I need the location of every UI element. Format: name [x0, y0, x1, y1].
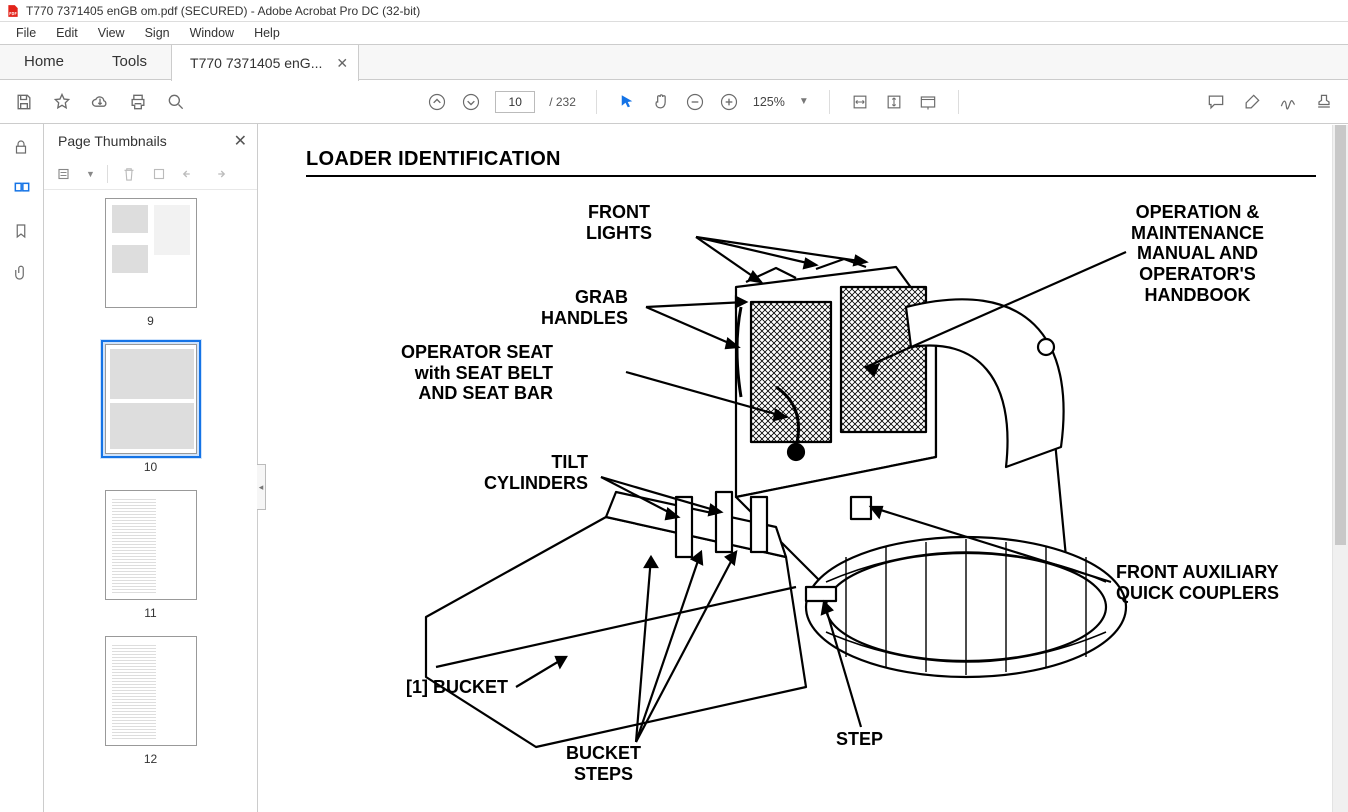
zoom-level[interactable]: 125%	[753, 95, 785, 109]
vertical-scrollbar[interactable]	[1332, 125, 1348, 812]
sign-icon[interactable]	[1278, 92, 1298, 112]
toolbar-separator	[829, 90, 830, 114]
search-icon[interactable]	[166, 92, 186, 112]
page-down-icon[interactable]	[461, 92, 481, 112]
trash-icon[interactable]	[120, 165, 138, 183]
tab-close-icon[interactable]: ✕	[336, 55, 348, 72]
menu-bar: File Edit View Sign Window Help	[0, 22, 1348, 44]
rotate-icon[interactable]	[150, 165, 168, 183]
page-total: 232	[549, 95, 576, 109]
fit-width-icon[interactable]	[850, 92, 870, 112]
thumbnail-item[interactable]: 11	[44, 490, 257, 620]
thumbnails-list[interactable]: 9 10 11 12	[44, 190, 257, 812]
thumbnail-number: 11	[144, 606, 156, 620]
label-step: STEP	[836, 729, 883, 750]
separator	[107, 165, 108, 183]
thumbnail-item[interactable]: 12	[44, 636, 257, 766]
tab-document[interactable]: T770 7371405 enG... ✕	[171, 45, 359, 81]
label-operator-seat: OPERATOR SEAT with SEAT BELT AND SEAT BA…	[401, 342, 553, 404]
document-viewport[interactable]: LOADER IDENTIFICATION	[270, 124, 1348, 812]
page-heading: LOADER IDENTIFICATION	[306, 148, 1324, 171]
save-icon[interactable]	[14, 92, 34, 112]
window-titlebar: T770 7371405 enGB om.pdf (SECURED) - Ado…	[0, 0, 1348, 22]
heading-rule	[306, 175, 1316, 177]
tab-home[interactable]: Home	[0, 44, 88, 80]
thumbnails-toolbar: ▼	[44, 158, 257, 190]
thumbnail-item[interactable]: 9	[44, 198, 257, 328]
zoom-out-icon[interactable]	[685, 92, 705, 112]
menu-edit[interactable]: Edit	[46, 24, 88, 42]
tab-tools[interactable]: Tools	[88, 44, 171, 80]
label-tilt-cylinders: TILT CYLINDERS	[484, 452, 588, 493]
cloud-icon[interactable]	[90, 92, 110, 112]
zoom-dropdown-icon[interactable]: ▼	[799, 96, 809, 107]
label-grab-handles: GRAB HANDLES	[541, 287, 628, 328]
redo-icon[interactable]	[210, 165, 228, 183]
options-icon[interactable]	[56, 165, 74, 183]
label-front-lights: FRONT LIGHTS	[586, 202, 652, 243]
undo-icon[interactable]	[180, 165, 198, 183]
page-up-icon[interactable]	[427, 92, 447, 112]
tab-bar: Home Tools T770 7371405 enG... ✕	[0, 44, 1348, 80]
thumbnails-title: Page Thumbnails	[58, 133, 167, 149]
thumbnail-item[interactable]: 10	[44, 344, 257, 474]
lock-icon[interactable]	[12, 138, 32, 158]
thumbnail-number: 12	[144, 752, 157, 766]
menu-sign[interactable]: Sign	[135, 24, 180, 42]
menu-help[interactable]: Help	[244, 24, 290, 42]
menu-file[interactable]: File	[6, 24, 46, 42]
zoom-in-icon[interactable]	[719, 92, 739, 112]
window-title: T770 7371405 enGB om.pdf (SECURED) - Ado…	[26, 4, 420, 18]
scrollbar-thumb[interactable]	[1335, 125, 1346, 545]
thumbnails-close-icon[interactable]: ✕	[234, 131, 247, 151]
print-icon[interactable]	[128, 92, 148, 112]
thumbnail-number: 9	[147, 314, 154, 328]
label-bucket-steps: BUCKET STEPS	[566, 743, 641, 784]
selection-arrow-icon[interactable]	[617, 92, 637, 112]
bookmark-icon[interactable]	[12, 222, 32, 242]
comment-icon[interactable]	[1206, 92, 1226, 112]
star-icon[interactable]	[52, 92, 72, 112]
panel-collapse-handle[interactable]: ◂	[258, 124, 270, 812]
highlight-icon[interactable]	[1242, 92, 1262, 112]
toolbar-separator	[596, 90, 597, 114]
label-manual: OPERATION & MAINTENANCE MANUAL AND OPERA…	[1131, 202, 1264, 305]
stamp-icon[interactable]	[1314, 92, 1334, 112]
page-number-input[interactable]	[495, 91, 535, 113]
hand-tool-icon[interactable]	[651, 92, 671, 112]
loader-diagram: FRONT LIGHTS GRAB HANDLES OPERATOR SEAT …	[306, 187, 1316, 787]
menu-view[interactable]: View	[88, 24, 135, 42]
label-bucket: [1] BUCKET	[406, 677, 508, 698]
menu-window[interactable]: Window	[180, 24, 244, 42]
thumbnail-number: 10	[144, 460, 157, 474]
pdf-icon	[6, 4, 20, 18]
left-rail	[0, 124, 44, 812]
thumb-dropdown-icon[interactable]: ▼	[86, 169, 95, 179]
thumbnails-panel: Page Thumbnails ✕ ▼ 9 10 11	[44, 124, 258, 812]
toolbar-separator	[958, 90, 959, 114]
read-mode-icon[interactable]	[918, 92, 938, 112]
thumbnails-icon[interactable]	[12, 180, 32, 200]
tab-document-label: T770 7371405 enG...	[190, 55, 322, 71]
toolbar: 232 125% ▼	[0, 80, 1348, 124]
attachment-icon[interactable]	[12, 264, 32, 284]
fit-page-icon[interactable]	[884, 92, 904, 112]
label-front-aux: FRONT AUXILIARY QUICK COUPLERS	[1116, 562, 1279, 603]
